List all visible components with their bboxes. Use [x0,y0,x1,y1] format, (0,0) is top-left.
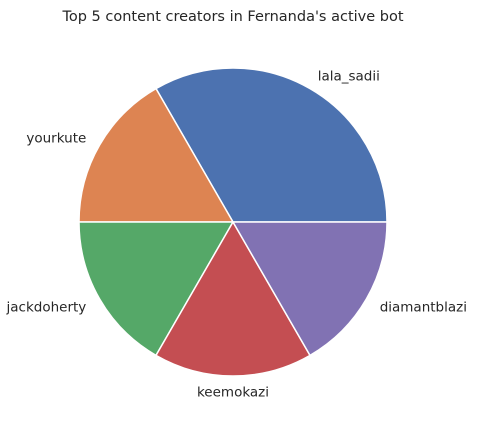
pie-slice-diamantblazi [232,221,388,357]
chart-title: Top 5 content creators in Fernanda's act… [61,9,403,25]
pie-label-yourkute: yourkute [26,130,86,146]
pie-label-lala-sadii: lala_sadii [318,68,380,84]
pie-label-jackdoherty: jackdoherty [6,300,87,316]
pie-label-diamantblazi: diamantblazi [380,300,467,316]
pie-slices [78,67,388,377]
pie-slice-keemokazi [155,221,311,377]
pie-label-keemokazi: keemokazi [197,384,269,400]
pie-labels: lala_sadii yourkute jackdoherty keemokazi di… [6,68,467,400]
pie-slice-jackdoherty [78,221,234,357]
pie-slice-lala-sadii [155,67,388,223]
pie-slice-yourkute [78,87,234,223]
